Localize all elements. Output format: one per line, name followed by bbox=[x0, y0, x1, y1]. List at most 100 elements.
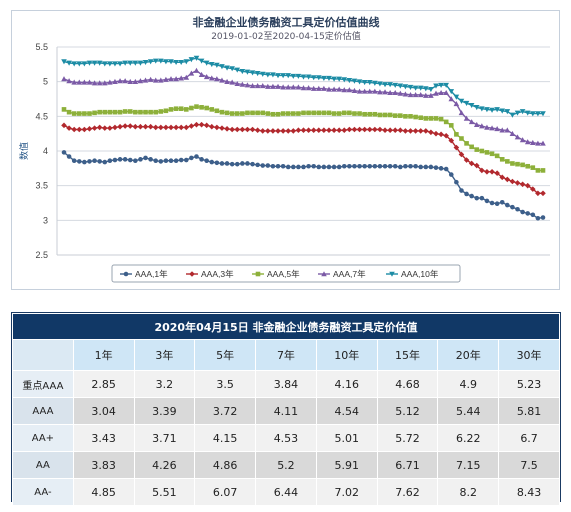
data-point bbox=[326, 110, 332, 116]
table-cell: 8.2 bbox=[437, 478, 500, 506]
data-point bbox=[387, 89, 393, 96]
data-point bbox=[408, 163, 413, 169]
data-point bbox=[372, 163, 378, 169]
data-point bbox=[341, 127, 348, 133]
data-point bbox=[301, 110, 306, 116]
y-tick-label: 4 bbox=[43, 146, 48, 156]
data-point bbox=[382, 112, 388, 118]
data-point bbox=[433, 116, 439, 121]
data-point bbox=[250, 110, 255, 116]
data-point bbox=[178, 106, 184, 112]
data-point bbox=[142, 123, 149, 130]
data-point bbox=[117, 123, 123, 130]
table-cell: 4.54 bbox=[315, 397, 378, 425]
data-point bbox=[66, 60, 72, 66]
data-point bbox=[454, 132, 459, 137]
column-header: 3年 bbox=[133, 339, 196, 371]
data-point bbox=[346, 126, 353, 133]
data-point bbox=[250, 161, 255, 167]
data-point bbox=[259, 128, 266, 134]
data-point bbox=[408, 114, 413, 119]
data-point bbox=[270, 72, 276, 78]
data-point bbox=[270, 83, 276, 89]
data-point bbox=[453, 101, 460, 107]
data-point bbox=[535, 140, 541, 146]
data-point bbox=[382, 82, 388, 88]
data-point bbox=[91, 60, 98, 66]
data-point bbox=[275, 73, 281, 79]
data-point bbox=[234, 126, 241, 133]
data-point bbox=[428, 116, 434, 121]
data-point bbox=[377, 112, 383, 118]
data-point bbox=[147, 59, 154, 65]
data-point bbox=[428, 164, 434, 170]
data-point bbox=[418, 164, 424, 170]
data-point bbox=[458, 151, 465, 158]
data-point bbox=[474, 195, 480, 201]
data-point bbox=[249, 83, 256, 89]
data-point bbox=[295, 84, 302, 90]
table-cell: 3.72 bbox=[194, 397, 257, 425]
data-point bbox=[265, 163, 271, 168]
data-point bbox=[71, 111, 77, 116]
data-point bbox=[510, 204, 515, 210]
data-point bbox=[158, 58, 164, 64]
data-point bbox=[204, 105, 209, 111]
data-point bbox=[514, 110, 521, 116]
data-point bbox=[101, 125, 108, 131]
data-point bbox=[194, 104, 199, 109]
data-point bbox=[265, 128, 271, 134]
data-point bbox=[224, 161, 230, 166]
data-point bbox=[234, 111, 240, 116]
data-point bbox=[240, 111, 245, 116]
data-point bbox=[505, 159, 510, 164]
data-point bbox=[173, 158, 179, 164]
table-cell: 3.2 bbox=[133, 370, 196, 398]
data-point bbox=[321, 271, 327, 277]
data-point bbox=[499, 174, 506, 181]
data-point bbox=[356, 88, 363, 94]
data-point bbox=[479, 106, 485, 112]
data-point bbox=[76, 111, 82, 116]
data-point bbox=[377, 89, 383, 95]
table-cell: 5.23 bbox=[498, 370, 560, 398]
data-point bbox=[194, 154, 199, 159]
table-row: AAA 3.04 3.39 3.72 4.11 4.54 5.12 5.44 5.81 bbox=[12, 397, 560, 425]
data-point bbox=[377, 126, 383, 133]
data-point bbox=[188, 57, 195, 63]
data-point bbox=[433, 83, 439, 89]
data-point bbox=[127, 157, 133, 163]
data-point bbox=[173, 106, 179, 112]
data-point bbox=[183, 59, 190, 65]
data-point bbox=[412, 92, 419, 98]
data-point bbox=[152, 58, 159, 64]
data-point bbox=[224, 110, 230, 116]
data-point bbox=[515, 206, 520, 212]
data-point bbox=[464, 191, 469, 197]
data-point bbox=[178, 59, 185, 66]
data-point bbox=[336, 76, 342, 82]
data-point bbox=[122, 123, 128, 129]
table-cell: 6.22 bbox=[437, 424, 500, 452]
data-point bbox=[112, 157, 118, 163]
data-point bbox=[208, 123, 215, 130]
table-cell: 7.02 bbox=[315, 478, 378, 506]
data-point bbox=[331, 127, 337, 133]
data-point bbox=[341, 163, 347, 169]
data-point bbox=[127, 78, 134, 84]
table-cell: 2.85 bbox=[72, 370, 135, 398]
data-point bbox=[234, 161, 240, 167]
data-point bbox=[336, 111, 342, 116]
data-point bbox=[311, 110, 316, 116]
table-row: AA+ 3.43 3.71 4.15 4.53 5.01 5.72 6.22 6.7 bbox=[12, 424, 560, 452]
column-header: 20年 bbox=[437, 339, 500, 371]
data-point bbox=[198, 58, 205, 64]
data-point bbox=[412, 128, 419, 134]
data-point bbox=[509, 112, 516, 118]
data-point bbox=[132, 123, 139, 130]
data-point bbox=[265, 83, 271, 89]
data-point bbox=[403, 163, 408, 169]
data-point bbox=[265, 72, 271, 78]
data-point bbox=[397, 83, 404, 89]
data-point bbox=[291, 111, 296, 116]
